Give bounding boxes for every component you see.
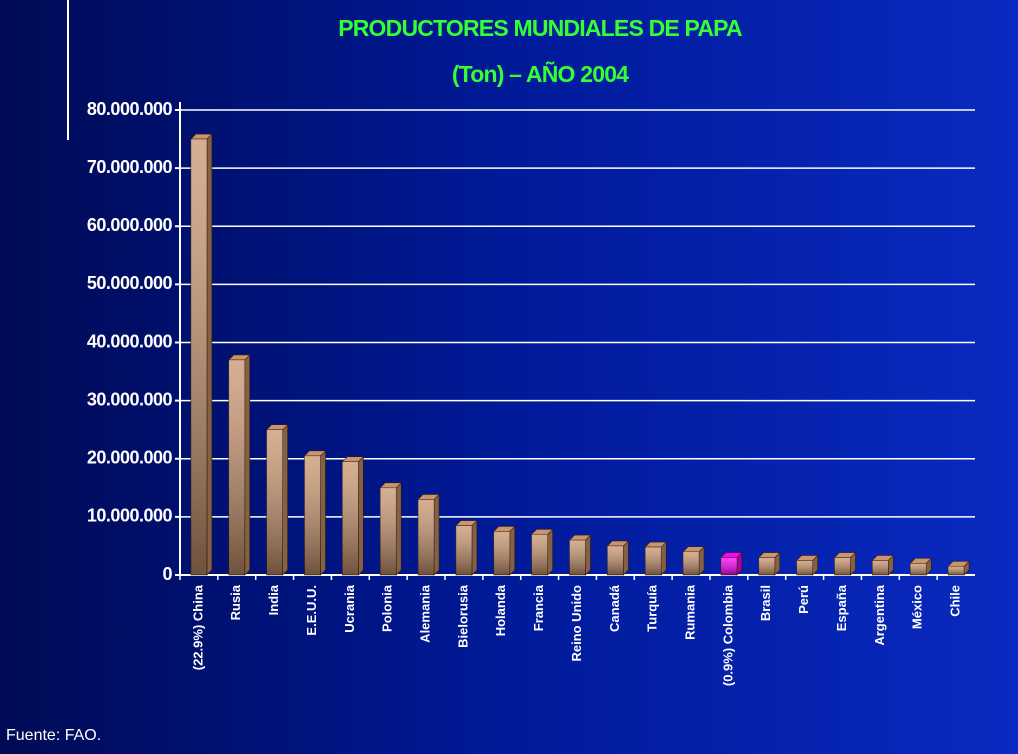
x-tick-label: México bbox=[910, 585, 925, 629]
bar-side-shade bbox=[964, 561, 970, 575]
bar-shade bbox=[834, 557, 851, 575]
x-tick-label: Ucrania bbox=[342, 584, 357, 632]
bar-side-shade bbox=[509, 526, 515, 575]
source: Fuente: FAO. bbox=[6, 727, 101, 744]
x-tick-label: (0.9%) Colombia bbox=[720, 584, 735, 686]
bar-side-shade bbox=[396, 482, 402, 575]
bar-shade bbox=[380, 487, 397, 575]
y-tick-label: 40.000.000 bbox=[87, 331, 173, 351]
x-tick-label: Argentina bbox=[872, 584, 887, 645]
bar-side-shade bbox=[623, 540, 629, 575]
x-tick-label: Rusia bbox=[228, 584, 243, 620]
bar-shade bbox=[531, 534, 548, 575]
x-tick-label: India bbox=[266, 584, 281, 615]
bar-side-shade bbox=[547, 529, 553, 575]
bar-side-shade bbox=[282, 424, 288, 575]
y-tick-label: 50.000.000 bbox=[87, 273, 173, 293]
bar-shade bbox=[190, 139, 207, 575]
x-tick-label: Turquía bbox=[645, 584, 660, 631]
x-tick-label: Canadá bbox=[607, 584, 622, 632]
bar-shade bbox=[342, 461, 359, 575]
x-tick-label: Brasil bbox=[758, 585, 773, 621]
bar-shade bbox=[493, 531, 510, 575]
bar-shade bbox=[228, 359, 245, 575]
y-tick-label: 30.000.000 bbox=[87, 389, 173, 409]
bar-shade bbox=[607, 545, 624, 575]
bar-side-shade bbox=[206, 134, 212, 575]
bar-shade bbox=[720, 557, 737, 575]
x-tick-label: E.E.U.U. bbox=[304, 585, 319, 636]
bar-side-shade bbox=[699, 546, 705, 575]
bar-shade bbox=[304, 455, 321, 575]
bar-shade bbox=[455, 525, 472, 575]
bar-shade bbox=[758, 557, 775, 575]
x-tick-label: Francia bbox=[531, 584, 546, 631]
bar-shade bbox=[266, 429, 283, 575]
x-tick-label: Alemania bbox=[418, 584, 433, 643]
bar-shade bbox=[645, 547, 662, 575]
x-tick-label: Perú bbox=[796, 585, 811, 614]
x-tick-label: España bbox=[834, 584, 849, 631]
bar-shade bbox=[418, 499, 435, 575]
y-tick-label: 0 bbox=[162, 564, 172, 584]
chart-title: PRODUCTORES MUNDIALES DE PAPA bbox=[338, 15, 742, 41]
bar-shade bbox=[872, 560, 889, 575]
x-tick-label: (22.9%) China bbox=[190, 584, 205, 670]
bar-shade bbox=[569, 540, 586, 575]
bar-side-shade bbox=[736, 552, 742, 575]
y-tick-label: 60.000.000 bbox=[87, 215, 173, 235]
x-tick-label: Reino Unido bbox=[569, 585, 584, 662]
y-tick-label: 70.000.000 bbox=[87, 157, 173, 177]
bar-shade bbox=[796, 560, 813, 575]
bar-shade bbox=[948, 566, 965, 575]
x-tick-label: Polonia bbox=[380, 584, 395, 632]
y-tick-label: 10.000.000 bbox=[87, 506, 173, 526]
x-tick-label: Chile bbox=[948, 585, 963, 617]
bar-side-shade bbox=[471, 520, 477, 575]
bar-side-shade bbox=[661, 542, 667, 575]
bar-side-shade bbox=[812, 555, 818, 575]
y-tick-label: 80.000.000 bbox=[87, 99, 173, 119]
bar-side-shade bbox=[358, 456, 364, 575]
bar-side-shade bbox=[850, 552, 856, 575]
y-tick-label: 20.000.000 bbox=[87, 448, 173, 468]
bar-side-shade bbox=[434, 494, 440, 575]
bar-side-shade bbox=[244, 354, 250, 575]
x-tick-label: Holanda bbox=[493, 584, 508, 636]
bar-side-shade bbox=[774, 552, 780, 575]
bar-side-shade bbox=[888, 555, 894, 575]
bar-side-shade bbox=[585, 535, 591, 575]
bar-shade bbox=[910, 563, 927, 575]
chart-subtitle: (Ton) – AÑO 2004 bbox=[452, 60, 629, 87]
bar-shade bbox=[683, 551, 700, 575]
x-tick-label: Rumania bbox=[683, 584, 698, 640]
bar-side-shade bbox=[320, 450, 326, 575]
x-tick-label: Bielorusia bbox=[455, 584, 470, 648]
